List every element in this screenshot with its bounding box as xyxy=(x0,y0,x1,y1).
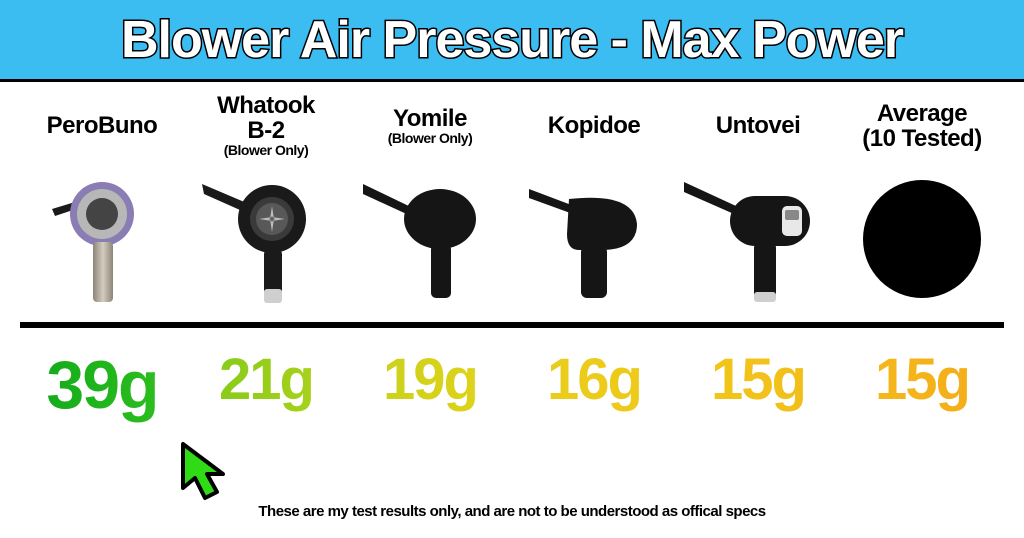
product-image xyxy=(355,164,505,314)
product-image xyxy=(863,164,981,314)
blower-icon xyxy=(194,164,339,314)
product-column: Untovei xyxy=(676,92,840,314)
value-cell: 15g xyxy=(840,346,1004,424)
value-cell: 19g xyxy=(348,346,512,424)
value-text: 15g xyxy=(676,346,840,413)
value-cell: 39g xyxy=(20,346,184,424)
product-subtitle: (Blower Only) xyxy=(217,143,315,158)
value-text: 19g xyxy=(348,346,512,413)
blower-icon xyxy=(37,164,167,314)
value-text: 15g xyxy=(840,346,1004,413)
value-text: 21g xyxy=(184,346,348,413)
blower-icon xyxy=(519,164,669,314)
product-column: Kopidoe xyxy=(512,92,676,314)
products-row: PeroBunoWhatook B-2(Blower Only)Yomile(B… xyxy=(0,82,1024,314)
product-column: PeroBuno xyxy=(20,92,184,314)
product-column: Average (10 Tested) xyxy=(840,92,1004,314)
product-name: Untovei xyxy=(716,113,801,138)
product-image xyxy=(519,164,669,314)
disclaimer-text: These are my test results only, and are … xyxy=(0,503,1024,520)
value-cell: 21g xyxy=(184,346,348,424)
value-text: 16g xyxy=(512,346,676,413)
product-name: PeroBuno xyxy=(47,113,158,138)
title-bar: Blower Air Pressure - Max Power xyxy=(0,0,1024,82)
blower-icon xyxy=(355,164,505,314)
product-column: Yomile(Blower Only) xyxy=(348,92,512,314)
product-column: Whatook B-2(Blower Only) xyxy=(184,92,348,314)
value-text: 39g xyxy=(20,346,184,424)
product-name: Kopidoe xyxy=(548,113,641,138)
product-image xyxy=(194,164,339,314)
values-row: 39g21g19g16g15g15g xyxy=(0,328,1024,424)
product-image xyxy=(37,164,167,314)
product-name: Average (10 Tested) xyxy=(862,101,981,151)
value-cell: 15g xyxy=(676,346,840,424)
product-image xyxy=(678,164,838,314)
page-title: Blower Air Pressure - Max Power xyxy=(121,10,903,70)
product-name: Yomile xyxy=(388,106,473,131)
value-cell: 16g xyxy=(512,346,676,424)
product-name: Whatook B-2 xyxy=(217,93,315,143)
product-subtitle: (Blower Only) xyxy=(388,131,473,146)
blower-icon xyxy=(678,164,838,314)
avg-circle-icon xyxy=(863,180,981,298)
